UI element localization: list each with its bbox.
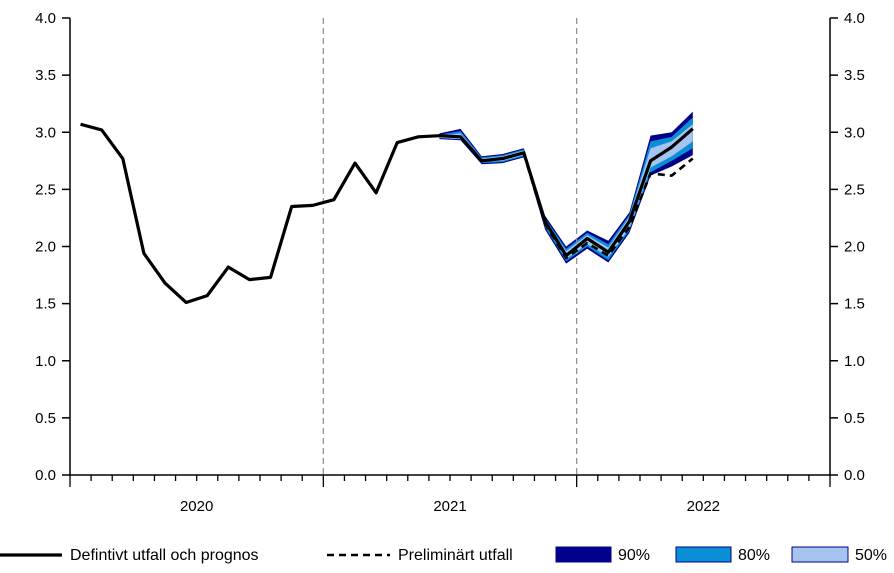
definitive-outcome-line (80, 122, 694, 305)
right-y-tick-label: 0.5 (844, 410, 865, 427)
left-y-tick-label: 0.0 (35, 467, 56, 484)
left-y-tick-label: 3.5 (35, 67, 56, 84)
right-y-tick-label: 3.5 (844, 67, 865, 84)
left-y-tick-label: 1.0 (35, 353, 56, 370)
year-label-2021: 2021 (433, 498, 466, 515)
right-y-tick-label: 3.0 (844, 124, 865, 141)
right-y-ticks: 0.0 0.5 1.0 1.5 2.0 2.5 3.0 3.5 4.0 (830, 10, 865, 484)
left-y-tick-label: 1.5 (35, 296, 56, 313)
left-y-tick-label: 0.5 (35, 410, 56, 427)
right-y-tick-label: 1.0 (844, 353, 865, 370)
legend: Defintivt utfall och prognos Preliminärt … (0, 546, 887, 564)
band-90-percent (439, 111, 693, 264)
left-y-tick-label: 2.0 (35, 239, 56, 256)
legend-label: 50% (855, 547, 887, 564)
year-labels: 2020 2021 2022 (180, 498, 720, 515)
preliminary-outcome-line (522, 153, 694, 260)
right-y-tick-label: 2.0 (844, 239, 865, 256)
right-y-tick-label: 1.5 (844, 296, 865, 313)
right-y-tick-label: 4.0 (844, 10, 865, 27)
legend-label: Defintivt utfall och prognos (70, 547, 259, 564)
legend-swatch-90-percent (555, 546, 612, 563)
confidence-bands (439, 111, 693, 264)
right-y-tick-label: 0.0 (844, 467, 865, 484)
series-lines (80, 122, 694, 305)
legend-label: Preliminärt utfall (398, 547, 513, 564)
left-y-tick-label: 4.0 (35, 10, 56, 27)
right-y-tick-label: 2.5 (844, 181, 865, 198)
legend-label: 90% (618, 547, 650, 564)
axes (69, 18, 831, 476)
left-y-tick-label: 2.5 (35, 181, 56, 198)
year-separators (322, 18, 578, 475)
left-y-tick-label: 3.0 (35, 124, 56, 141)
left-y-ticks: 0.0 0.5 1.0 1.5 2.0 2.5 3.0 3.5 4.0 (35, 10, 70, 484)
legend-swatch-50-percent (791, 546, 849, 563)
legend-label: 80% (738, 547, 770, 564)
legend-swatch-80-percent (675, 546, 732, 563)
x-ticks (69, 475, 831, 487)
year-label-2022: 2022 (687, 498, 720, 515)
year-label-2020: 2020 (180, 498, 213, 515)
